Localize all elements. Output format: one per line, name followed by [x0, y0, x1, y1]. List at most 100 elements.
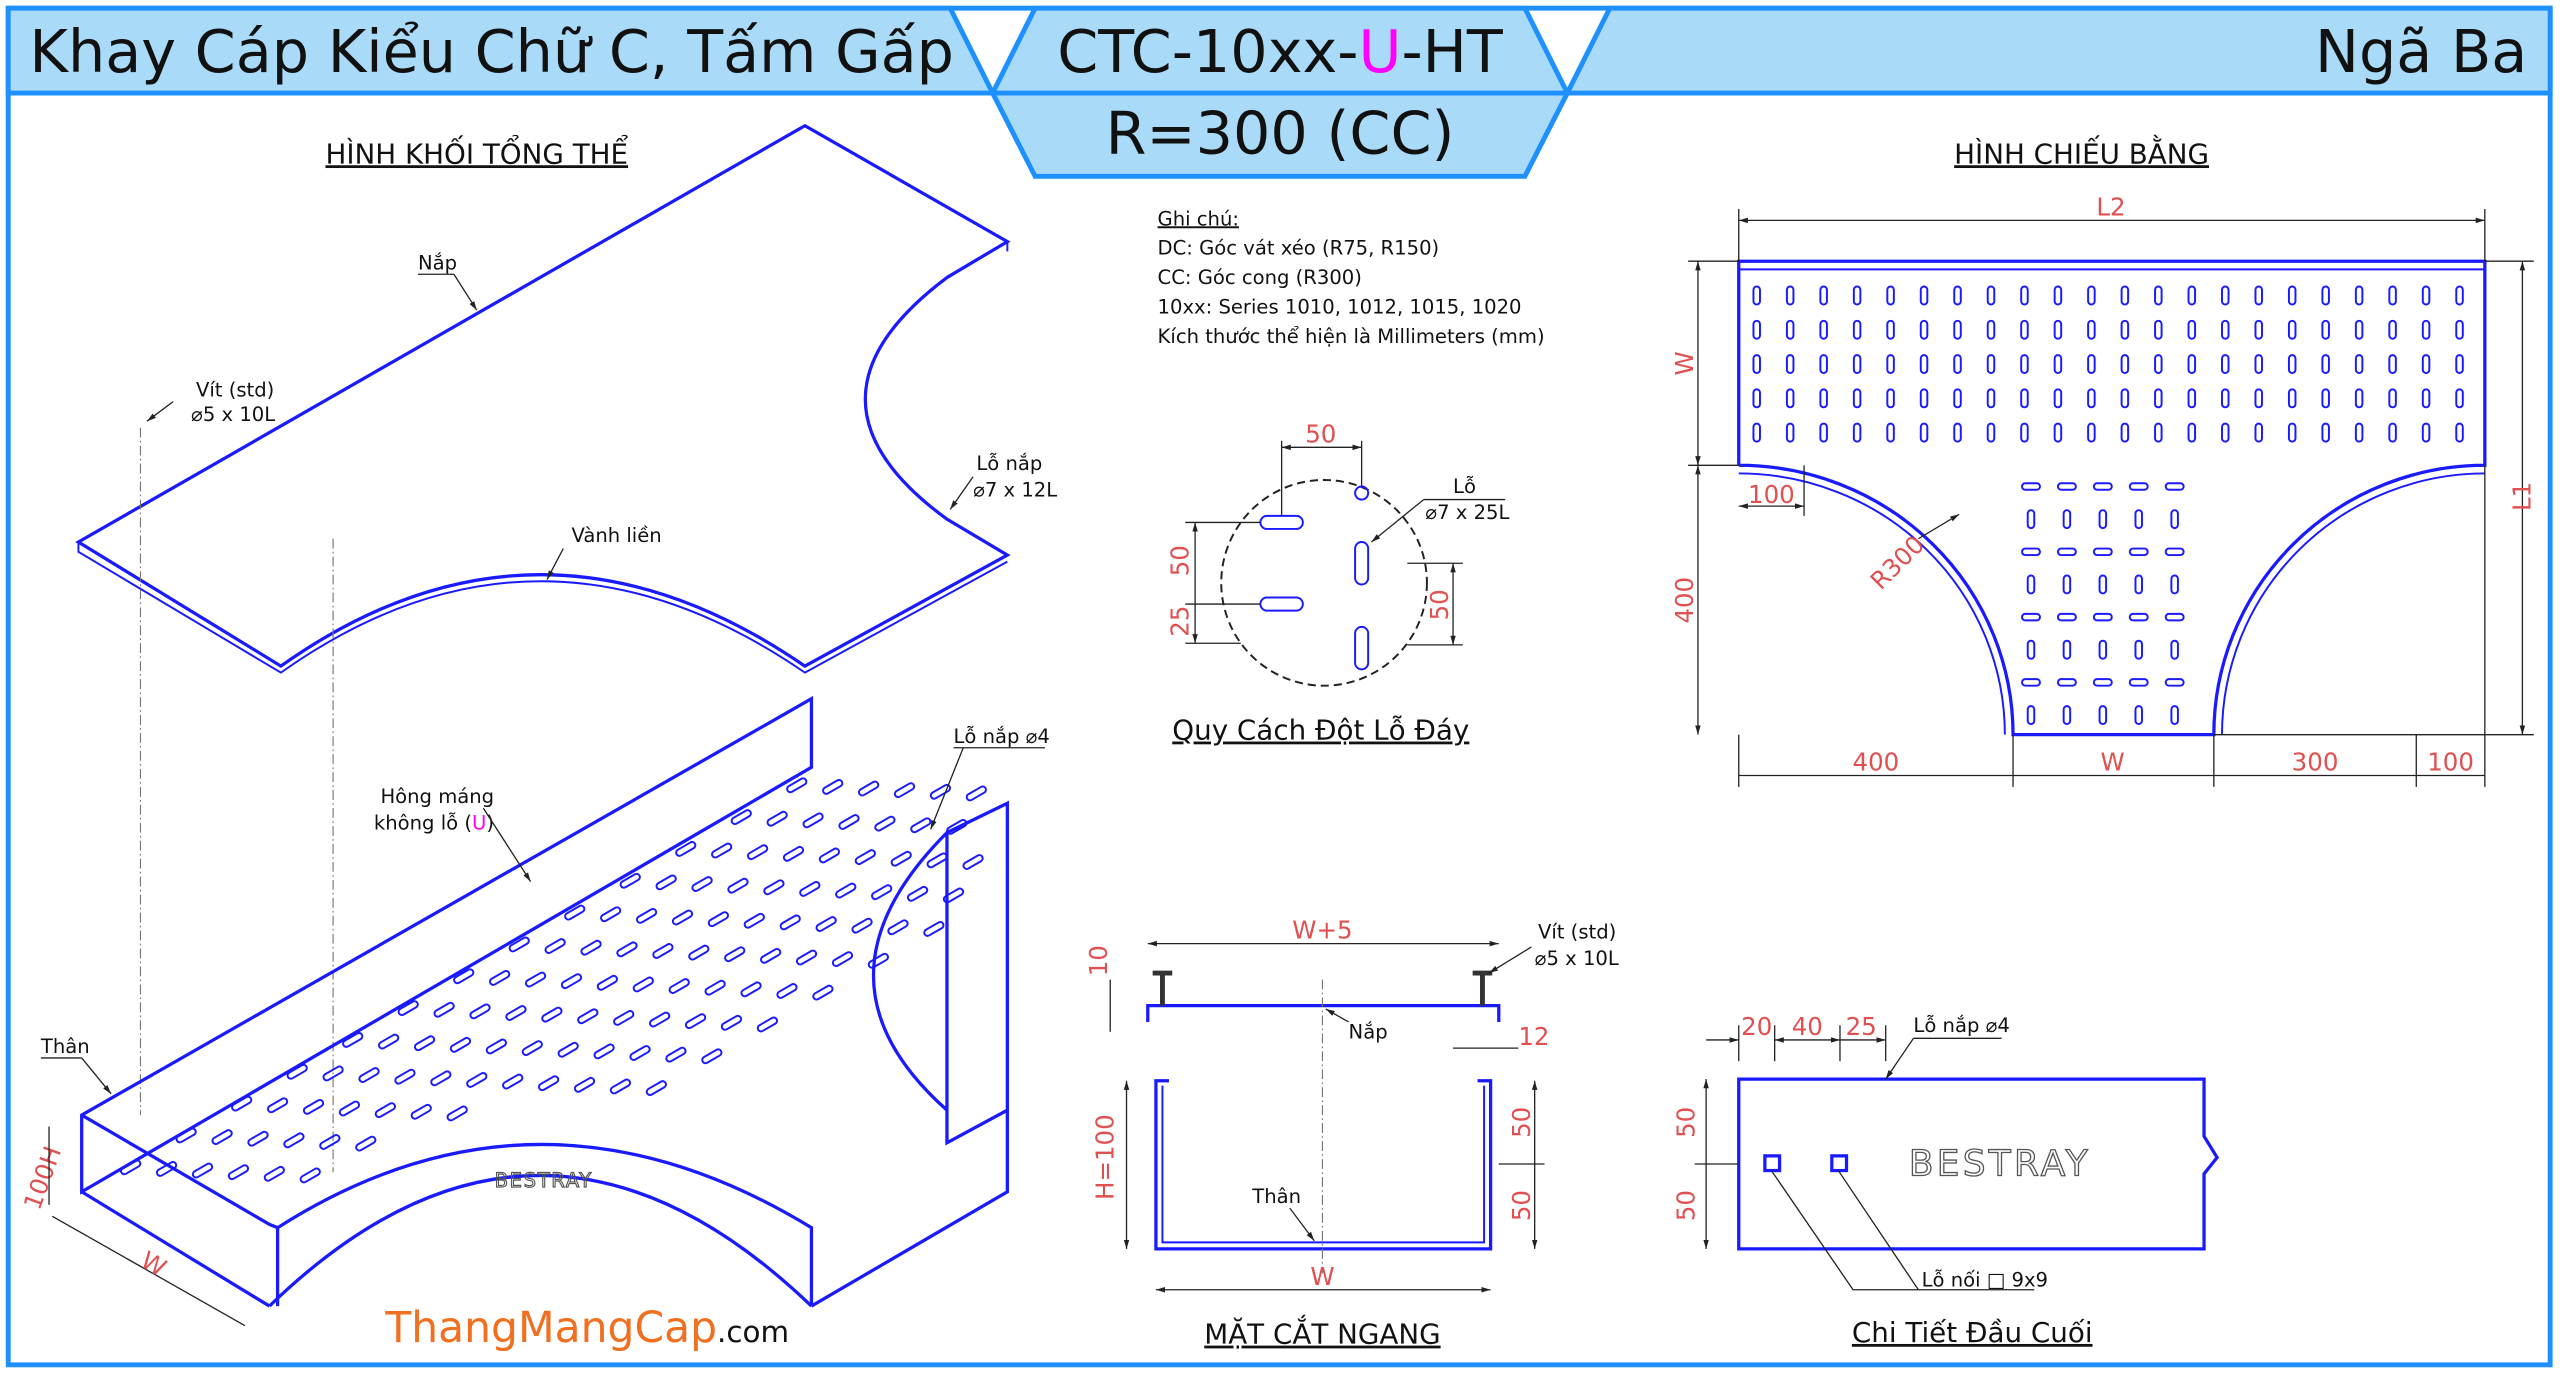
slot — [746, 844, 769, 861]
slot — [338, 1100, 361, 1117]
slot — [2020, 388, 2029, 409]
slot — [2026, 574, 2036, 595]
slot — [1986, 422, 1996, 443]
slot — [2134, 705, 2143, 726]
slot — [2120, 285, 2130, 306]
slot — [740, 981, 762, 998]
slot — [2455, 422, 2464, 443]
slot — [577, 1008, 599, 1025]
slot — [397, 1000, 419, 1017]
slot — [2154, 319, 2163, 340]
slot — [965, 785, 987, 802]
slot — [394, 1068, 416, 1085]
slot — [926, 852, 948, 869]
note-line: DC: Góc vát xéo (R75, R150) — [1158, 237, 1440, 260]
label-side-wall-2: không lỗ (U) — [374, 811, 494, 834]
title-block: Khay Cáp Kiểu Chữ C, Tấm Gấp CTC-10xx-U-… — [5, 5, 2553, 179]
slot — [2388, 319, 2397, 340]
slot — [541, 1006, 563, 1023]
slot — [2120, 354, 2130, 375]
slot — [2053, 388, 2063, 409]
slot — [283, 1132, 305, 1149]
slot — [2053, 422, 2063, 443]
slot — [593, 1043, 615, 1060]
slot — [2092, 612, 2113, 622]
slot — [962, 854, 984, 870]
slot — [2020, 354, 2029, 375]
slot — [2354, 319, 2364, 340]
slot — [871, 884, 893, 901]
slot — [231, 1095, 253, 1112]
slot — [2421, 285, 2431, 306]
slot — [1819, 422, 1828, 443]
slot — [1785, 285, 1795, 306]
slot — [874, 815, 896, 832]
slot — [1852, 388, 1862, 409]
label-screw-size: ⌀5 x 10L — [1535, 947, 1619, 970]
slot — [1819, 388, 1828, 409]
slot — [2321, 388, 2330, 409]
slot — [1852, 319, 1862, 340]
slot — [635, 907, 658, 924]
slot — [946, 818, 968, 835]
dim-hole-left-bottom: 25 — [1166, 606, 1195, 637]
slot — [466, 1072, 488, 1088]
slot — [2062, 705, 2072, 726]
slot — [887, 919, 909, 936]
slot — [2221, 285, 2230, 306]
slot — [2388, 354, 2397, 375]
slot — [502, 1073, 524, 1090]
end-detail-title: Chi Tiết Đầu Cuối — [1852, 1316, 2093, 1349]
product-radius: R=300 (CC) — [1106, 98, 1455, 167]
slot — [2120, 388, 2130, 409]
slot — [2187, 319, 2197, 340]
slot — [2026, 705, 2036, 726]
slot — [782, 845, 805, 862]
slot — [2321, 319, 2330, 340]
slot — [2321, 422, 2330, 443]
slot — [537, 1075, 560, 1092]
dim-10: 10 — [1084, 945, 1113, 976]
slot — [2187, 285, 2197, 306]
slot — [2388, 422, 2397, 443]
product-title: Khay Cáp Kiểu Chữ C, Tấm Gấp — [29, 17, 953, 86]
slot — [2087, 319, 2096, 340]
label-lid: Nắp — [1349, 1020, 1388, 1043]
slot — [799, 881, 821, 897]
slot — [2098, 509, 2108, 530]
slot — [2062, 639, 2072, 660]
label-screw: Vít (std) — [196, 379, 274, 402]
slot — [2020, 319, 2029, 340]
slot — [2021, 612, 2041, 622]
slot — [2087, 285, 2096, 306]
slot — [2455, 354, 2464, 375]
slot — [854, 849, 876, 866]
slot — [2221, 388, 2230, 409]
dim-100-top: 100 — [1748, 480, 1795, 509]
slot — [1986, 354, 1996, 375]
dim-hole-top: 50 — [1305, 419, 1336, 448]
slot — [609, 1078, 632, 1095]
slot — [2388, 285, 2397, 306]
slot — [1819, 319, 1828, 340]
slot — [175, 1127, 197, 1144]
slot — [410, 1103, 432, 1120]
slot — [776, 983, 798, 999]
slot — [413, 1035, 436, 1052]
slot — [1986, 388, 1996, 409]
screw-icon — [1152, 970, 1173, 1006]
dim-height-100h: 100H — [18, 1142, 68, 1213]
slot — [2021, 678, 2041, 687]
slot — [857, 780, 880, 797]
slot — [2164, 482, 2185, 491]
slot — [355, 1135, 377, 1152]
slot — [929, 783, 952, 800]
slot — [2421, 354, 2431, 375]
plan-view: HÌNH CHIẾU BẰNG L2 W 400 L1 100 R300 400… — [1670, 133, 2537, 787]
hole-spec: 50 50 25 50 Lỗ ⌀7 x 25L Quy Cách Đột Lỗ … — [1166, 419, 1510, 746]
iso-bottom-slots — [120, 777, 987, 1184]
label-side-wall-1: Hông máng — [380, 785, 494, 808]
slot — [2455, 285, 2464, 306]
slot — [2164, 678, 2185, 687]
slot — [1785, 319, 1795, 340]
